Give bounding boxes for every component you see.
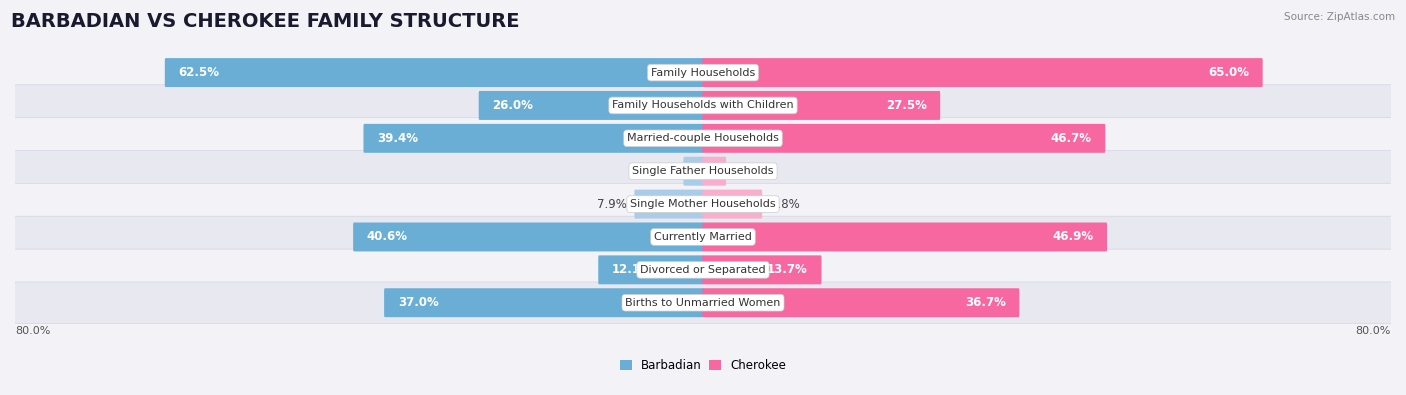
- Text: 7.9%: 7.9%: [596, 198, 627, 211]
- Text: Births to Unmarried Women: Births to Unmarried Women: [626, 298, 780, 308]
- Text: 40.6%: 40.6%: [367, 230, 408, 243]
- Text: 46.9%: 46.9%: [1052, 230, 1094, 243]
- Text: Divorced or Separated: Divorced or Separated: [640, 265, 766, 275]
- FancyBboxPatch shape: [364, 124, 703, 153]
- FancyBboxPatch shape: [14, 282, 1392, 324]
- FancyBboxPatch shape: [353, 222, 703, 252]
- FancyBboxPatch shape: [598, 256, 703, 284]
- FancyBboxPatch shape: [703, 222, 1107, 252]
- Text: 80.0%: 80.0%: [1355, 325, 1391, 336]
- Text: 46.7%: 46.7%: [1050, 132, 1091, 145]
- FancyBboxPatch shape: [703, 91, 941, 120]
- Legend: Barbadian, Cherokee: Barbadian, Cherokee: [616, 354, 790, 376]
- Text: 65.0%: 65.0%: [1208, 66, 1249, 79]
- Text: Currently Married: Currently Married: [654, 232, 752, 242]
- Text: Family Households: Family Households: [651, 68, 755, 77]
- FancyBboxPatch shape: [703, 256, 821, 284]
- FancyBboxPatch shape: [14, 183, 1392, 225]
- Text: 37.0%: 37.0%: [398, 296, 439, 309]
- FancyBboxPatch shape: [703, 157, 725, 186]
- FancyBboxPatch shape: [634, 190, 703, 218]
- FancyBboxPatch shape: [165, 58, 703, 87]
- Text: Source: ZipAtlas.com: Source: ZipAtlas.com: [1284, 12, 1395, 22]
- FancyBboxPatch shape: [703, 288, 1019, 317]
- Text: 27.5%: 27.5%: [886, 99, 927, 112]
- FancyBboxPatch shape: [14, 118, 1392, 159]
- Text: 26.0%: 26.0%: [492, 99, 533, 112]
- Text: Single Mother Households: Single Mother Households: [630, 199, 776, 209]
- Text: 12.1%: 12.1%: [612, 263, 652, 276]
- Text: 36.7%: 36.7%: [965, 296, 1005, 309]
- FancyBboxPatch shape: [478, 91, 703, 120]
- FancyBboxPatch shape: [14, 52, 1392, 93]
- Text: 2.2%: 2.2%: [645, 165, 675, 178]
- Text: Family Households with Children: Family Households with Children: [612, 100, 794, 111]
- FancyBboxPatch shape: [683, 157, 703, 186]
- Text: 62.5%: 62.5%: [179, 66, 219, 79]
- FancyBboxPatch shape: [703, 58, 1263, 87]
- Text: Married-couple Households: Married-couple Households: [627, 134, 779, 143]
- Text: 39.4%: 39.4%: [377, 132, 418, 145]
- Text: 2.6%: 2.6%: [734, 165, 763, 178]
- FancyBboxPatch shape: [14, 85, 1392, 126]
- FancyBboxPatch shape: [14, 216, 1392, 258]
- FancyBboxPatch shape: [14, 249, 1392, 291]
- Text: 80.0%: 80.0%: [15, 325, 51, 336]
- FancyBboxPatch shape: [703, 190, 762, 218]
- Text: Single Father Households: Single Father Households: [633, 166, 773, 176]
- FancyBboxPatch shape: [14, 150, 1392, 192]
- Text: BARBADIAN VS CHEROKEE FAMILY STRUCTURE: BARBADIAN VS CHEROKEE FAMILY STRUCTURE: [11, 12, 520, 31]
- Text: 6.8%: 6.8%: [770, 198, 800, 211]
- FancyBboxPatch shape: [384, 288, 703, 317]
- Text: 13.7%: 13.7%: [768, 263, 808, 276]
- FancyBboxPatch shape: [703, 124, 1105, 153]
